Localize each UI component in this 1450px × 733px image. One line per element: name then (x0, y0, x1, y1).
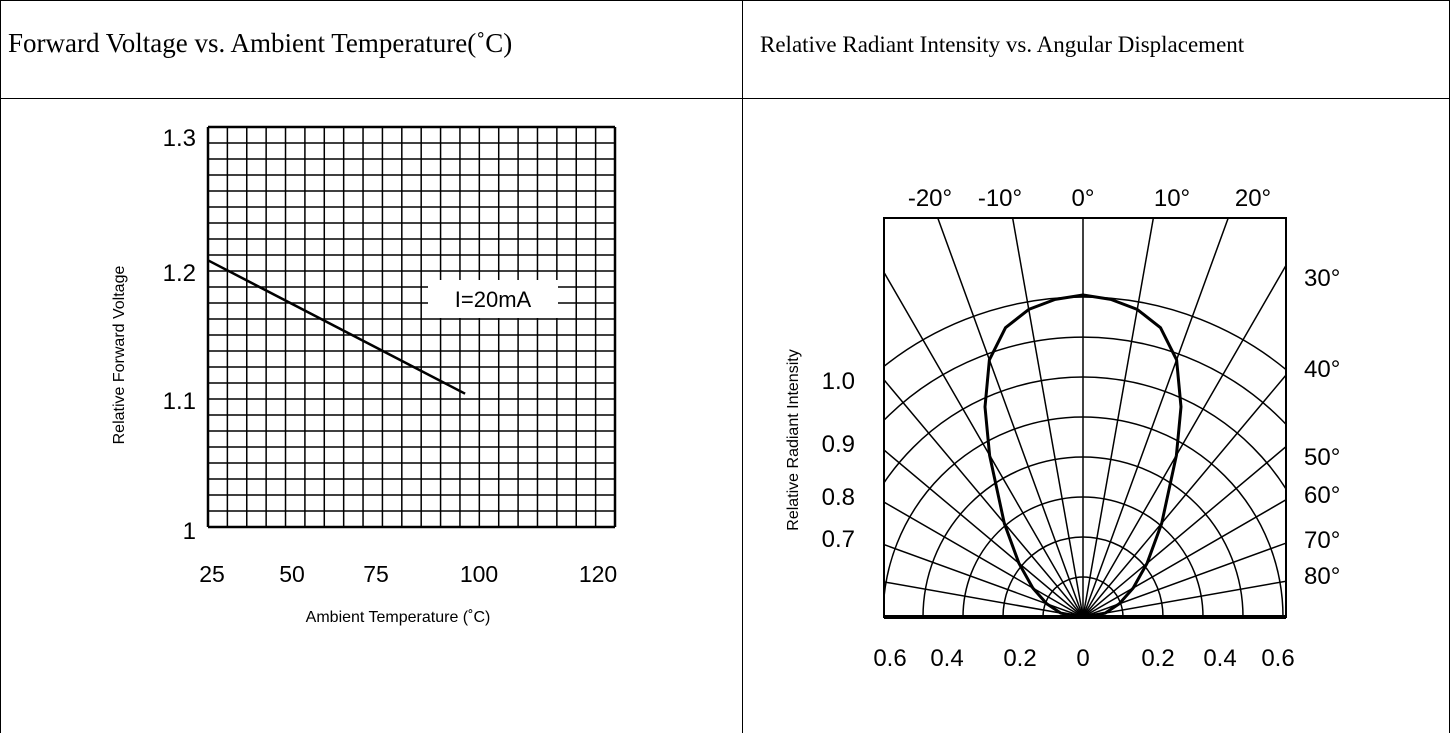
radial-tick-left: 0.9 (822, 431, 855, 458)
angle-tick-right: 30° (1304, 265, 1340, 292)
y-tick-label: 1.3 (163, 125, 196, 152)
grid-radial (1082, 218, 1155, 617)
x-tick-label: 50 (279, 561, 305, 587)
top-border (0, 0, 1450, 1)
intensity-lobe (983, 293, 1183, 619)
x-tick-label: 75 (363, 561, 389, 587)
bottom-tick-label: 0.6 (1261, 645, 1294, 672)
y-axis-label: Relative Radiant Intensity (785, 349, 802, 530)
grid-radial (884, 378, 1084, 617)
angle-tick-top: 10° (1154, 185, 1190, 212)
angle-tick-right: 50° (1304, 444, 1340, 471)
chart-title-radiant-intensity: Relative Radiant Intensity vs. Angular D… (760, 32, 1245, 57)
column-divider (742, 0, 743, 733)
grid-radial (884, 270, 1084, 617)
y-tick-label: 1.1 (163, 388, 196, 415)
grid-radial (1082, 542, 1286, 617)
bottom-tick-label: 0.2 (1141, 645, 1174, 672)
bottom-tick-label: 0.4 (930, 645, 963, 672)
grid-radial (1082, 373, 1286, 617)
grid-radial (936, 218, 1084, 617)
radial-tick-left: 0.8 (822, 484, 855, 511)
bottom-tick-label: 0.2 (1003, 645, 1036, 672)
angle-tick-top: -20° (908, 185, 952, 212)
series-line (207, 259, 466, 395)
bottom-tick-label: 0.4 (1203, 645, 1236, 672)
grid-radial (1082, 263, 1286, 617)
angle-tick-right: 70° (1304, 527, 1340, 554)
left-border (0, 0, 1, 733)
grid-radial (1082, 218, 1230, 617)
y-tick-label: 1.2 (163, 260, 196, 287)
grid-radial (884, 543, 1084, 617)
grid-radial (1082, 580, 1286, 617)
angle-tick-right: 40° (1304, 356, 1340, 383)
chart1-labels: I=20mA 1.3 1.2 1.1 125 50 75 100 120 Ambient Temp… (111, 125, 617, 626)
grid-radial (1011, 218, 1084, 617)
radial-tick-left: 1.0 (822, 368, 855, 395)
grid-radial (884, 501, 1084, 617)
polar-grid-clipped (884, 218, 1286, 617)
grid-radial (1082, 498, 1286, 617)
annotation-box (428, 280, 558, 318)
header-divider (0, 98, 1450, 99)
radial-tick-left: 0.7 (822, 526, 855, 553)
grid-radial (884, 581, 1084, 617)
chart1-series (207, 259, 558, 395)
x-axis-label: Ambient Temperature (˚C) (306, 609, 491, 626)
bottom-tick-label: 0.6 (873, 645, 906, 672)
angle-tick-right: 80° (1304, 563, 1340, 590)
bottom-tick-label: 0 (1076, 645, 1089, 672)
x-tick-label: 25 (199, 561, 225, 587)
y-axis-label: Relative Forward Voltage (111, 266, 128, 445)
grid-radial (1082, 445, 1286, 617)
chart2-labels: -20° -10° 0° 10° 20° 30° 40° 50° 60° 70° 80° 1.0 0.9… (785, 185, 1340, 672)
chart-title-forward-voltage: Forward Voltage vs. Ambient Temperature(… (8, 28, 513, 58)
angle-tick-top: 0° (1072, 185, 1095, 212)
annotation-label: I=20mA (455, 287, 532, 312)
y-tick-label: 1 (183, 518, 196, 545)
angle-tick-right: 60° (1304, 482, 1340, 509)
angle-tick-top: 20° (1235, 185, 1271, 212)
angle-tick-top: -10° (978, 185, 1022, 212)
x-tick-label: 120 (579, 561, 617, 587)
grid-radial (884, 449, 1084, 617)
chart2-series (983, 293, 1183, 619)
chart1-grid (206, 125, 617, 529)
x-tick-label: 100 (460, 561, 498, 587)
